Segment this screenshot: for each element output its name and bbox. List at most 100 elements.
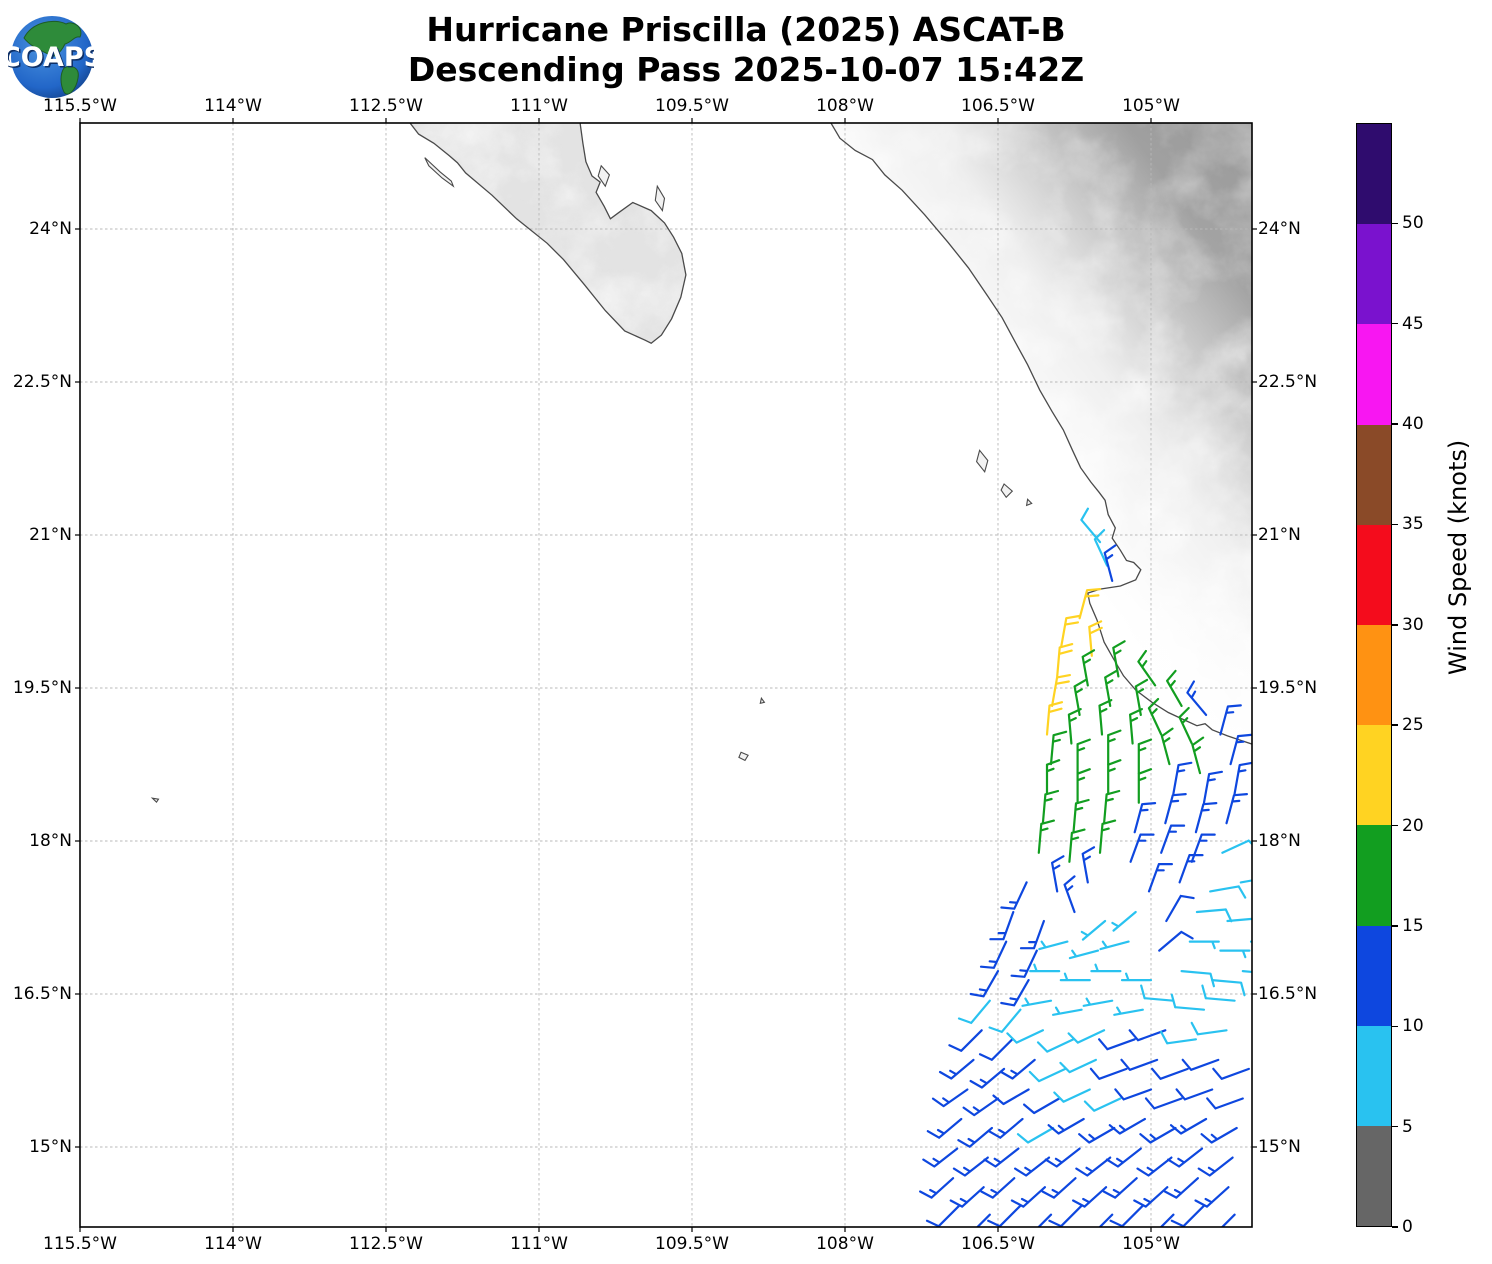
lon-tick-label-bottom: 108°W <box>816 1234 874 1254</box>
wind-barb <box>1099 940 1130 951</box>
wind-barb <box>1105 1147 1142 1168</box>
lon-tick-label-top: 105°W <box>1122 96 1180 116</box>
lon-tick-label-bottom: 114°W <box>204 1234 262 1254</box>
wind-barb <box>1045 759 1061 795</box>
wind-barb <box>1172 761 1193 795</box>
wind-barb <box>957 1126 993 1148</box>
wind-barb <box>931 1088 969 1108</box>
wind-barb <box>1000 881 1028 910</box>
wind-barb <box>919 1177 955 1199</box>
wind-barb <box>1233 761 1252 795</box>
lat-tick-label-right: 18°N <box>1258 831 1301 851</box>
wind-barb <box>1075 1156 1112 1177</box>
wind-barb <box>1151 1067 1189 1080</box>
wind-barb <box>969 1067 1006 1089</box>
wind-barb <box>1029 963 1061 973</box>
colorbar-segment <box>1357 124 1391 225</box>
wind-barb <box>1181 1058 1220 1071</box>
island <box>759 696 766 705</box>
wind-barb <box>1211 979 1246 997</box>
lat-tick-label-right: 15°N <box>1258 1137 1301 1157</box>
wind-barb <box>1219 949 1251 959</box>
wind-barb <box>1053 1088 1091 1103</box>
colorbar-segment <box>1357 725 1391 826</box>
wind-barb <box>989 910 1015 941</box>
wind-barb <box>1190 1021 1228 1036</box>
wind-barb <box>1041 789 1060 825</box>
wind-barb <box>1195 908 1233 923</box>
wind-barb <box>1201 984 1236 1002</box>
wind-barb <box>1098 819 1117 854</box>
colorbar-tick <box>1392 222 1398 225</box>
wind-barb <box>1202 770 1223 804</box>
wind-barb <box>1068 949 1100 960</box>
wind-barb <box>1078 1126 1116 1144</box>
colorbar-segment <box>1357 1125 1391 1227</box>
wind-barb <box>1191 736 1205 775</box>
wind-barb <box>1047 1117 1085 1135</box>
wind-barb <box>1072 798 1090 834</box>
wind-barb <box>1225 793 1248 825</box>
wind-barb <box>1133 802 1157 834</box>
wind-barb <box>1006 1029 1044 1044</box>
wind-barb <box>1093 529 1109 567</box>
wind-barb <box>1139 1126 1177 1144</box>
colorbar-tick <box>1392 323 1398 325</box>
colorbar <box>1356 123 1392 1227</box>
wind-barb <box>1081 649 1096 687</box>
wind-barb <box>1226 917 1252 923</box>
wind-barb <box>1190 833 1216 863</box>
wind-barb <box>957 999 991 1024</box>
wind-barb <box>1081 846 1096 884</box>
wind-barb <box>1045 701 1064 736</box>
colorbar-segment <box>1357 524 1391 625</box>
wind-barb <box>1076 738 1091 775</box>
colorbar-tick-label: 0 <box>1402 1217 1413 1237</box>
wind-barb <box>1109 1204 1144 1227</box>
wind-barb <box>1113 1006 1144 1016</box>
wind-barb <box>987 1204 1022 1227</box>
wind-barb <box>1178 854 1204 884</box>
colorbar-segment <box>1357 1025 1391 1126</box>
wind-barb <box>1021 997 1053 1007</box>
wind-barb <box>1078 588 1102 620</box>
wind-barb <box>938 1058 975 1080</box>
wind-barb <box>1098 1213 1114 1227</box>
wind-barb <box>1037 819 1055 854</box>
wind-barb <box>1170 1204 1206 1227</box>
wind-barb <box>978 1038 1014 1061</box>
wind-barb <box>1164 793 1187 825</box>
wind-barb <box>1014 1156 1051 1177</box>
colorbar-tick-label: 50 <box>1402 213 1424 234</box>
wind-barb <box>1000 1058 1036 1080</box>
colorbar-tick <box>1392 925 1398 927</box>
lat-tick-label-left: 24°N <box>29 219 72 239</box>
wind-barb <box>1166 669 1183 707</box>
wind-barb <box>992 1088 1030 1106</box>
wind-barb <box>1059 972 1091 982</box>
colorbar-tick-label: 5 <box>1402 1116 1413 1137</box>
lat-tick-label-right: 21°N <box>1258 525 1301 545</box>
wind-barb <box>1090 963 1122 973</box>
wind-barb <box>1165 894 1195 923</box>
wind-barb <box>1194 1186 1230 1208</box>
wind-barb <box>1258 910 1292 922</box>
axes-frame <box>75 118 1257 1232</box>
lon-tick-label-bottom: 112.5°W <box>349 1234 423 1254</box>
colorbar-tick <box>1392 423 1398 425</box>
wind-barb <box>1175 1088 1214 1101</box>
wind-barb <box>1108 1117 1146 1135</box>
wind-barb <box>1140 984 1175 1002</box>
lon-tick-label-bottom: 109.5°W <box>655 1234 729 1254</box>
lon-tick-label-top: 108°W <box>816 96 874 116</box>
wind-barb <box>1188 940 1220 950</box>
wind-barb <box>1163 1177 1199 1199</box>
logo-text: COAPS <box>8 42 94 73</box>
island <box>654 184 666 213</box>
colorbar-tick <box>1392 1226 1398 1228</box>
wind-barb <box>1144 1097 1183 1110</box>
wind-barb <box>962 1097 1000 1117</box>
wind-barb <box>1170 993 1206 1011</box>
colorbar-tick-label: 15 <box>1402 915 1424 936</box>
colorbar-tick-label: 45 <box>1402 313 1424 334</box>
